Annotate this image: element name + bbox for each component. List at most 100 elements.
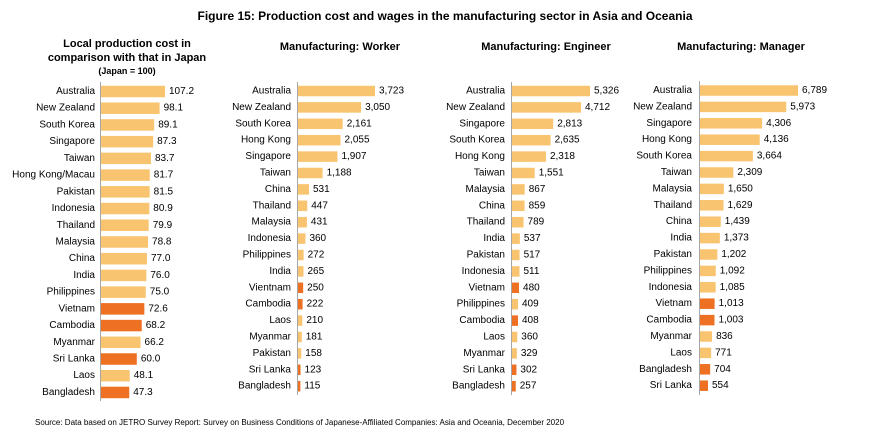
value-label-singapore: 4,306	[766, 118, 791, 129]
category-label-thailand: Thailand	[57, 220, 95, 231]
value-label-thailand: 79.9	[153, 220, 173, 231]
chart-production-cost: Australia 107.2 New Zealand 98.1 South Korea…	[12, 82, 194, 401]
source-note: Source: Data based on JETRO Survey Repor…	[35, 418, 565, 427]
chart-title-engineer: Manufacturing: Engineer	[481, 41, 611, 53]
value-label-india: 1,373	[724, 233, 749, 244]
category-label-bangladesh: Bangladesh	[238, 381, 291, 392]
category-label-sri-lanka: Sri Lanka	[650, 380, 693, 391]
category-label-south-korea: South Korea	[449, 135, 505, 146]
category-label-laos: Laos	[670, 347, 692, 358]
value-label-singapore: 87.3	[157, 136, 177, 147]
bar-malaysia	[512, 184, 525, 195]
value-label-south-korea: 3,664	[757, 151, 782, 162]
bar-thailand	[101, 219, 149, 232]
bar-malaysia	[298, 216, 307, 228]
value-label-sri-lanka: 302	[520, 364, 537, 375]
value-label-myanmar: 836	[716, 331, 733, 342]
bar-hong-kong	[700, 134, 760, 145]
chart-subtitle-production-cost: (Japan = 100)	[98, 66, 156, 76]
bar-south-korea	[298, 118, 343, 130]
value-label-laos: 360	[521, 332, 538, 343]
category-label-singapore: Singapore	[459, 118, 505, 129]
value-label-taiwan: 2,309	[737, 167, 762, 178]
category-label-hong-kong-macau: Hong Kong/Macau	[12, 170, 95, 181]
bar-singapore	[512, 118, 554, 130]
value-label-laos: 210	[306, 315, 323, 326]
value-label-bangladesh: 47.3	[133, 387, 153, 398]
value-label-thailand: 1,629	[728, 200, 753, 211]
category-label-philippines: Philippines	[243, 250, 291, 261]
category-label-thailand: Thailand	[467, 217, 505, 228]
value-label-indonesia: 360	[309, 233, 326, 244]
value-label-vietnam: 1,013	[719, 298, 744, 309]
category-label-india: India	[483, 233, 505, 244]
category-label-south-korea: South Korea	[235, 118, 291, 129]
bar-bangladesh	[700, 364, 711, 375]
value-label-cambodia: 408	[522, 315, 539, 326]
bar-pakistan	[700, 249, 718, 260]
value-label-singapore: 1,907	[341, 151, 366, 162]
bar-sri-lanka	[298, 364, 301, 376]
category-label-vietnam: Vietnam	[58, 303, 95, 314]
value-label-indonesia: 1,085	[720, 282, 745, 293]
category-label-china: China	[69, 253, 96, 264]
bar-india	[512, 233, 520, 244]
bar-india	[101, 269, 147, 282]
bar-bangladesh	[512, 380, 516, 392]
category-label-indonesia: Indonesia	[649, 282, 693, 293]
category-label-pakistan: Pakistan	[654, 249, 692, 260]
category-label-india: India	[269, 266, 291, 277]
value-label-australia: 5,326	[594, 86, 619, 97]
value-label-cambodia: 222	[307, 299, 324, 310]
bar-sri-lanka	[512, 364, 517, 376]
category-label-australia: Australia	[56, 86, 95, 97]
category-label-cambodia: Cambodia	[245, 299, 291, 310]
bar-new-zealand	[298, 102, 362, 113]
category-label-bangladesh: Bangladesh	[42, 387, 95, 398]
category-label-australia: Australia	[252, 86, 291, 97]
value-label-philippines: 75.0	[150, 287, 170, 298]
bar-cambodia	[298, 298, 303, 310]
value-label-sri-lanka: 554	[712, 380, 729, 391]
value-label-philippines: 272	[308, 250, 325, 261]
value-label-new-zealand: 5,973	[790, 101, 815, 112]
value-label-cambodia: 68.2	[146, 320, 166, 331]
value-label-china: 531	[313, 184, 330, 195]
value-label-indonesia: 511	[523, 266, 539, 277]
category-label-new-zealand: New Zealand	[633, 101, 692, 112]
bar-new-zealand	[700, 101, 787, 113]
value-label-china: 859	[529, 200, 546, 211]
category-label-china: China	[666, 216, 693, 227]
category-label-taiwan: Taiwan	[260, 168, 291, 179]
category-label-myanmar: Myanmar	[650, 331, 692, 342]
category-label-taiwan: Taiwan	[64, 153, 95, 164]
category-label-pakistan: Pakistan	[57, 186, 95, 197]
value-label-sri-lanka: 123	[305, 364, 322, 375]
bar-pakistan	[298, 348, 302, 359]
bar-myanmar	[298, 331, 302, 343]
bar-taiwan	[700, 167, 734, 178]
value-label-taiwan: 1,551	[539, 168, 564, 179]
bar-south-korea	[101, 119, 155, 131]
bar-vietnam	[101, 303, 145, 315]
value-label-malaysia: 431	[311, 217, 328, 228]
category-label-south-korea: South Korea	[39, 119, 95, 130]
bar-sri-lanka	[101, 353, 137, 365]
bar-philippines	[512, 298, 518, 310]
value-label-china: 77.0	[151, 253, 171, 264]
value-label-philippines: 1,092	[720, 265, 745, 276]
value-label-bangladesh: 115	[304, 381, 320, 392]
value-label-philippines: 409	[522, 299, 539, 310]
bar-philippines	[298, 249, 304, 261]
bar-myanmar	[512, 348, 517, 359]
category-label-laos: Laos	[269, 315, 291, 326]
bar-australia	[512, 85, 590, 97]
value-label-australia: 6,789	[802, 85, 827, 96]
bar-thailand	[700, 200, 724, 211]
category-label-pakistan: Pakistan	[253, 348, 291, 359]
bar-myanmar	[101, 336, 141, 349]
value-label-hong-kong: 2,318	[550, 151, 575, 162]
value-label-myanmar: 181	[306, 332, 323, 343]
bar-singapore	[700, 118, 763, 129]
